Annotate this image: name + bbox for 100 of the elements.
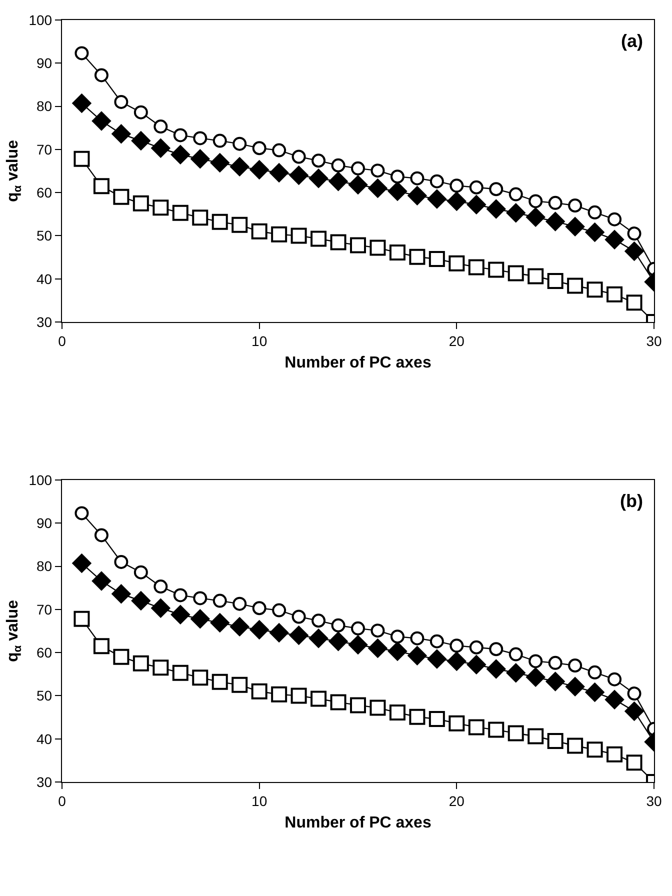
point xyxy=(232,676,248,693)
point xyxy=(486,200,506,218)
point xyxy=(368,638,388,658)
point xyxy=(468,719,484,736)
point xyxy=(172,664,188,681)
point xyxy=(330,694,346,710)
point xyxy=(272,603,286,618)
point xyxy=(506,203,526,222)
point xyxy=(606,286,623,302)
point xyxy=(113,188,130,205)
point xyxy=(410,631,424,646)
point xyxy=(568,198,582,213)
point xyxy=(608,212,622,226)
point xyxy=(351,161,365,176)
point xyxy=(528,654,543,668)
point xyxy=(547,273,564,290)
point xyxy=(547,733,564,750)
point xyxy=(170,605,190,624)
point xyxy=(331,158,346,172)
point xyxy=(566,677,585,696)
point xyxy=(486,660,506,678)
point xyxy=(448,715,465,732)
y-tick-label: 90 xyxy=(36,55,52,72)
point xyxy=(210,613,230,632)
point xyxy=(170,145,190,164)
point xyxy=(152,200,169,216)
point xyxy=(370,624,385,638)
y-tick-label: 40 xyxy=(36,270,52,287)
point xyxy=(312,154,326,168)
y-tick-label: 60 xyxy=(36,644,52,660)
point xyxy=(409,708,426,725)
y-tick-label: 40 xyxy=(36,730,52,747)
point xyxy=(74,506,89,520)
point xyxy=(212,134,227,148)
point xyxy=(251,223,268,240)
point xyxy=(624,702,644,721)
point xyxy=(331,618,346,632)
point xyxy=(252,601,266,616)
point xyxy=(190,149,210,168)
point xyxy=(546,672,565,691)
point xyxy=(330,234,346,250)
point xyxy=(351,621,365,636)
point xyxy=(112,124,131,144)
point xyxy=(450,638,464,653)
point xyxy=(627,226,642,241)
point xyxy=(151,598,170,618)
point xyxy=(94,528,108,542)
point xyxy=(114,94,128,109)
point xyxy=(173,128,188,142)
x-axis-title: Number of PC axes xyxy=(284,354,432,372)
point xyxy=(92,572,111,590)
x-tick-label: 30 xyxy=(646,332,662,349)
y-tick-label: 70 xyxy=(36,601,52,618)
y-tick-label: 70 xyxy=(36,141,52,158)
point xyxy=(131,591,150,610)
point xyxy=(193,591,208,606)
point xyxy=(546,212,565,231)
point xyxy=(350,237,366,254)
point xyxy=(528,268,544,284)
point xyxy=(328,632,348,651)
point xyxy=(172,204,188,221)
point xyxy=(154,580,168,594)
point xyxy=(605,690,624,710)
point xyxy=(410,171,424,186)
point xyxy=(232,596,247,611)
point xyxy=(289,166,308,185)
annotation: (b) xyxy=(620,491,643,511)
point xyxy=(508,265,524,282)
point xyxy=(428,251,445,268)
point xyxy=(466,655,486,674)
point xyxy=(292,150,306,164)
point xyxy=(131,131,150,150)
point xyxy=(113,648,130,665)
point xyxy=(567,738,584,754)
point xyxy=(190,609,210,628)
point xyxy=(74,610,90,627)
point xyxy=(272,143,286,158)
point xyxy=(368,178,388,198)
point xyxy=(132,195,149,212)
point xyxy=(290,688,307,704)
x-tick-label: 10 xyxy=(252,792,268,809)
point xyxy=(270,623,289,642)
y-tick-label: 60 xyxy=(36,184,52,200)
point xyxy=(488,722,504,738)
point xyxy=(212,214,228,230)
point xyxy=(447,192,466,211)
point xyxy=(585,682,604,702)
point xyxy=(312,614,326,628)
point xyxy=(568,658,582,673)
point xyxy=(389,244,406,261)
point xyxy=(506,663,526,682)
point xyxy=(250,160,269,180)
point xyxy=(92,112,111,130)
point xyxy=(192,670,208,686)
x-tick-label: 0 xyxy=(58,792,66,809)
point xyxy=(232,136,247,151)
point xyxy=(309,628,328,648)
y-tick-label: 90 xyxy=(36,515,52,532)
point xyxy=(427,650,446,668)
point xyxy=(309,168,328,188)
